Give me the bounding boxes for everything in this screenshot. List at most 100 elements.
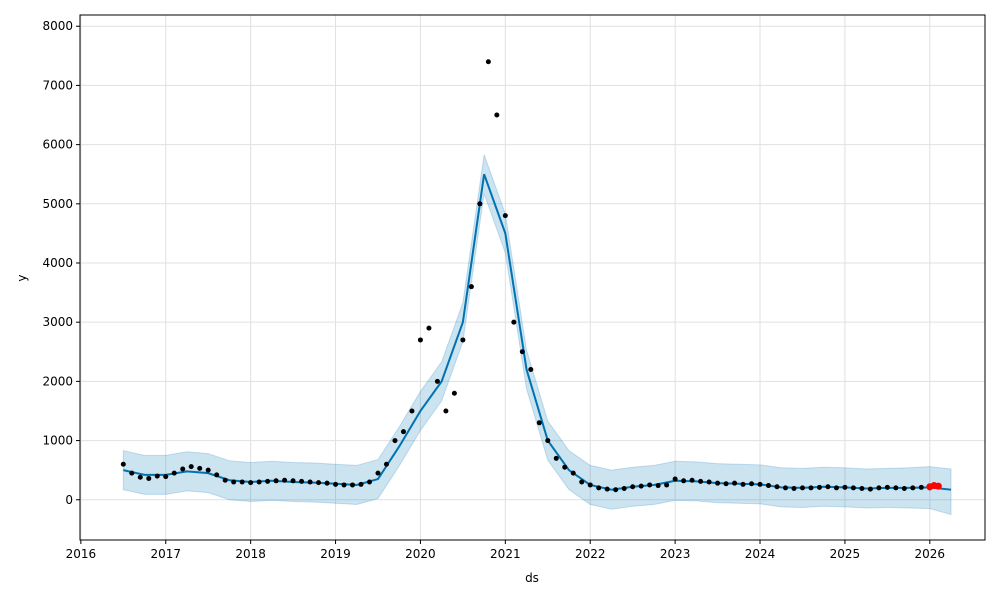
observed-point [723,481,729,487]
observed-point [409,408,415,414]
observed-point [536,420,542,426]
observed-point [562,464,568,470]
observed-point [180,466,186,472]
observed-point [799,485,805,491]
observed-point [358,481,364,487]
y-tick-label: 0 [65,493,73,507]
observed-point [825,484,831,490]
observed-point [494,112,500,118]
observed-point [316,480,322,486]
observed-point [757,481,763,487]
observed-point [655,483,661,489]
observed-point [231,479,237,485]
observed-point [664,482,670,488]
x-tick-label: 2025 [830,547,861,561]
observed-point [154,473,160,479]
x-tick-label: 2022 [575,547,606,561]
observed-point [256,479,262,485]
observed-point [859,486,865,492]
observed-point [333,481,339,487]
observed-point [647,482,653,488]
observed-point [239,479,245,485]
x-tick-label: 2020 [405,547,436,561]
observed-point [188,464,194,470]
observed-point [392,438,398,444]
observed-point [876,485,882,491]
y-tick-label: 4000 [42,256,73,270]
observed-point [842,484,848,490]
observed-point [774,484,780,490]
observed-point [901,486,907,492]
observed-point [282,477,288,483]
observed-point [299,478,305,484]
observed-point [290,478,296,484]
observed-point [782,485,788,491]
observed-point [553,455,559,461]
observed-point [528,367,534,373]
observed-point [621,486,627,492]
y-tick-label: 5000 [42,197,73,211]
observed-point [867,486,873,492]
observed-point [749,481,755,487]
x-tick-label: 2024 [745,547,776,561]
observed-point [129,470,135,476]
observed-point [511,319,517,325]
observed-point [137,474,143,480]
observed-point [893,485,899,491]
observed-point [341,482,347,488]
observed-point [350,482,356,488]
observed-point [502,213,508,219]
observed-point [816,484,822,490]
x-tick-label: 2018 [235,547,266,561]
observed-point [630,484,636,490]
observed-point [587,482,593,488]
observed-point [706,479,712,485]
y-tick-label: 7000 [42,78,73,92]
observed-point [850,485,856,491]
x-tick-label: 2019 [320,547,351,561]
observed-point [383,461,389,467]
observed-point [222,477,228,483]
plot-frame [79,14,986,541]
observed-point [519,349,525,355]
observed-point [197,465,203,471]
observed-point [324,480,330,486]
observed-point [426,325,432,331]
observed-point [307,479,313,485]
observed-point [120,461,126,467]
observed-point [248,480,254,486]
observed-point [918,484,924,490]
observed-point [400,429,406,435]
observed-point [545,438,551,444]
y-tick-label: 6000 [42,138,73,152]
observed-point [596,485,602,491]
observed-point [672,476,678,482]
x-tick-label: 2023 [660,547,691,561]
observed-point [808,485,814,491]
x-axis-label: ds [525,571,539,585]
observed-point [698,478,704,484]
observed-point [884,484,890,490]
y-tick-label: 3000 [42,315,73,329]
observed-point [171,470,177,476]
observed-point [477,201,483,207]
observed-point [613,487,619,493]
y-tick-label: 8000 [42,19,73,33]
observed-point [766,483,772,489]
y-axis-label: y [15,274,29,281]
observed-point [434,378,440,384]
observed-point [715,480,721,486]
y-tick-label: 1000 [42,434,73,448]
observed-point [443,408,449,414]
observed-point [740,481,746,487]
x-tick-label: 2021 [490,547,521,561]
observed-point [205,467,211,473]
observed-point [681,478,687,484]
observed-point [732,480,738,486]
observed-point [366,479,372,485]
observed-point [265,478,271,484]
uncertainty-band [122,154,952,516]
observed-point [273,478,279,484]
observed-point [146,475,152,481]
